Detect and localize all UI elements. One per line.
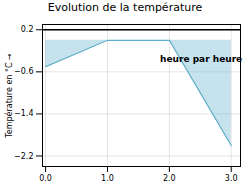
html-text:Evolution de la température: Evolution de la température [47,1,203,14]
svg-text:0.2: 0.2 [21,25,34,34]
svg-text:heure par heure: heure par heure [160,54,242,64]
svg-text:1.0: 1.0 [101,174,114,183]
svg-text:−0.6: −0.6 [14,67,33,76]
svg-text:−2.2: −2.2 [14,152,33,161]
svg-text:−1.4: −1.4 [14,109,33,118]
svg-text:Température en °C →: Température en °C → [4,53,14,139]
svg-text:2.0: 2.0 [163,174,176,183]
svg-text:3.0: 3.0 [225,174,238,183]
svg-text:0.0: 0.0 [39,174,52,183]
